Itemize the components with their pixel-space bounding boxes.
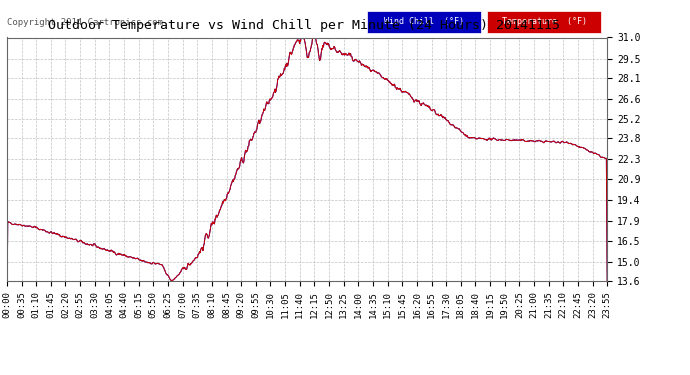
Text: Copyright 2014 Cartronics.com: Copyright 2014 Cartronics.com <box>7 18 163 27</box>
FancyBboxPatch shape <box>367 11 481 33</box>
Text: Wind Chill  (°F): Wind Chill (°F) <box>384 17 464 26</box>
Text: Outdoor Temperature vs Wind Chill per Minute (24 Hours) 20141115: Outdoor Temperature vs Wind Chill per Mi… <box>48 19 560 32</box>
FancyBboxPatch shape <box>487 11 601 33</box>
Text: Temperature  (°F): Temperature (°F) <box>502 17 586 26</box>
